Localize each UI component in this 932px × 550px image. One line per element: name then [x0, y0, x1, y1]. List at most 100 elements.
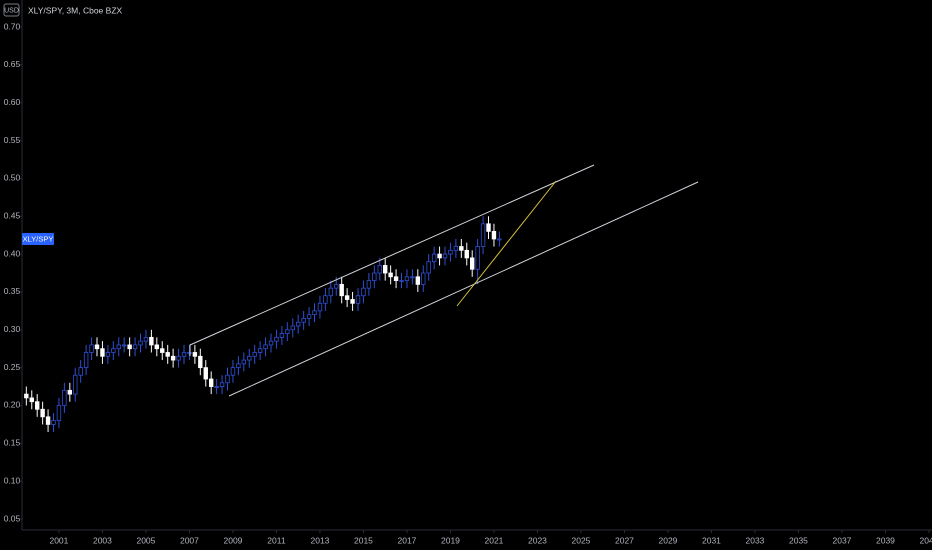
x-tick-label: 2013 [310, 535, 329, 545]
x-tick-label: 2025 [571, 535, 590, 545]
y-tick-label: 0.55 [4, 135, 21, 145]
candle-body [442, 253, 448, 259]
candle-body [214, 386, 219, 388]
candle-body [170, 355, 176, 361]
candle-body [83, 352, 89, 369]
candle-body [127, 344, 132, 350]
candle-body [328, 287, 334, 297]
candle-body [301, 318, 306, 323]
x-tick-label: 2027 [615, 535, 634, 545]
candle-body [497, 238, 502, 241]
candle-body [285, 329, 290, 334]
x-tick-label: 2009 [223, 535, 242, 545]
candle-body [62, 389, 67, 406]
x-tick-label: 2007 [180, 535, 199, 545]
candle-body [453, 246, 459, 251]
candle-body [203, 367, 208, 380]
candle-body [51, 420, 56, 425]
y-tick-label: 0.10 [4, 475, 21, 485]
candle-body [306, 314, 312, 319]
candle-body [459, 246, 464, 251]
price-label-bg [22, 232, 54, 245]
candle-body [29, 397, 34, 403]
x-tick-label: 2035 [789, 535, 808, 545]
candle-body [56, 405, 62, 422]
channel-upper [189, 164, 595, 356]
candle-body [176, 355, 181, 361]
x-tick-label: 2033 [745, 535, 764, 545]
x-tick-label: 2021 [484, 535, 503, 545]
candle-body [34, 401, 40, 410]
candle-body [247, 355, 252, 361]
candle-body [116, 344, 121, 350]
price-label-group: XLY/SPY [22, 232, 54, 245]
candle-body [393, 276, 399, 281]
candle-body [73, 374, 78, 395]
candle-body [377, 265, 382, 274]
candle-body [181, 352, 187, 357]
candle-body [323, 295, 328, 304]
x-tick-label: 2011 [267, 535, 286, 545]
y-tick-label: 0.45 [4, 211, 21, 221]
candle-body [230, 367, 236, 376]
channel-lower [228, 181, 699, 397]
x-tick-label: 2003 [93, 535, 112, 545]
y-tick-label: 0.30 [4, 324, 21, 334]
candle-body [252, 352, 257, 357]
candle-body [149, 336, 154, 346]
candle-body [132, 344, 138, 350]
x-tick-label: 2037 [832, 535, 851, 545]
candle-body [366, 280, 372, 289]
candle-body [78, 367, 83, 376]
candle-body [45, 416, 51, 425]
candle-body [105, 352, 111, 357]
candle-body [350, 299, 355, 304]
currency-box [3, 3, 20, 17]
candle-body [138, 340, 143, 346]
y-tick-label: 0.70 [4, 21, 21, 31]
candle-body [355, 295, 361, 304]
y-tick-label: 0.15 [4, 438, 21, 448]
candle-body [111, 348, 116, 353]
x-tick-label: 2041 [919, 535, 932, 545]
x-tick-label: 2031 [702, 535, 721, 545]
candle-body [208, 378, 214, 387]
candle-body [382, 265, 388, 274]
candle-body [257, 348, 263, 353]
candle-body [154, 344, 160, 350]
x-tick-label: 2029 [658, 535, 677, 545]
candle-body [344, 295, 350, 300]
candle-body [100, 348, 105, 357]
candle-body [263, 344, 268, 350]
candle-body [361, 287, 366, 297]
x-tick-label: 2019 [441, 535, 460, 545]
y-tick-label: 0.50 [4, 173, 21, 183]
y-tick-label: 0.60 [4, 97, 21, 107]
trend-line [456, 180, 557, 307]
candle-body [334, 283, 339, 289]
candle-body [187, 352, 192, 354]
candle-body [241, 359, 247, 365]
candle-body [67, 389, 73, 395]
candle-body [480, 223, 486, 247]
candle-body [410, 276, 415, 279]
candle-body [399, 280, 404, 282]
candle-body [198, 355, 203, 369]
candle-body [89, 344, 94, 353]
candle-body [448, 249, 453, 255]
candle-body [143, 336, 149, 342]
candle-body [274, 336, 279, 342]
candle-body [431, 253, 437, 263]
candle-body [437, 253, 442, 259]
candle-body [339, 283, 344, 297]
y-tick-label: 0.65 [4, 59, 21, 69]
marks [24, 216, 502, 432]
candle-body [279, 333, 285, 338]
candle-body [464, 249, 469, 259]
candle-body [486, 223, 491, 232]
candle-body [317, 302, 323, 312]
candle-body [268, 340, 274, 346]
